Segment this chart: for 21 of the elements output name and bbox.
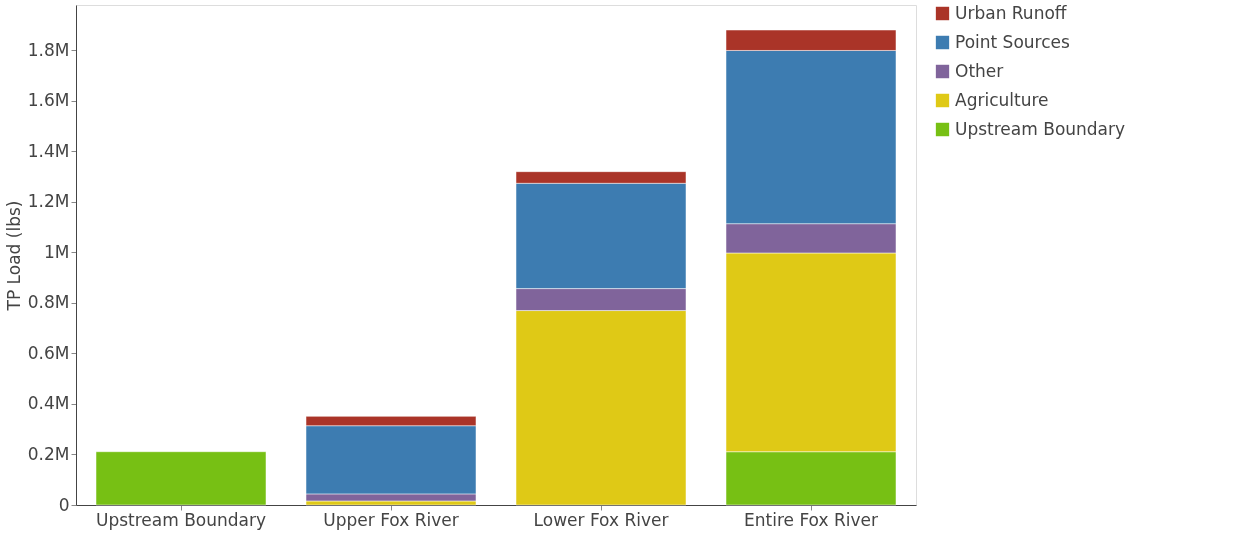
y-tick-label: 1.8M: [27, 39, 70, 60]
x-tick-label: Upper Fox River: [323, 509, 459, 530]
x-tick-label: Entire Fox River: [744, 509, 878, 530]
legend-label: Upstream Boundary: [955, 118, 1126, 139]
bar: [95, 451, 267, 506]
y-tick-label: 1.6M: [27, 90, 70, 111]
y-tick-label: 1M: [44, 241, 70, 262]
y-tick-label: 0: [58, 494, 70, 515]
legend-label: Point Sources: [955, 31, 1070, 52]
y-tick-label: 1.4M: [27, 140, 70, 161]
x-tick-label: Lower Fox River: [533, 509, 669, 530]
legend-label: Urban Runoff: [955, 2, 1068, 23]
x-tick-label: Upstream Boundary: [95, 509, 267, 530]
y-tick-label: 0.4M: [27, 393, 70, 414]
y-tick-label: 0.6M: [27, 342, 70, 363]
y-axis-title: TP Load (lbs): [3, 200, 24, 312]
legend-label: Agriculture: [955, 89, 1049, 110]
y-tick-label: 0.2M: [27, 443, 70, 464]
y-tick-label: 1.2M: [27, 191, 70, 212]
legend-label: Other: [955, 60, 1004, 81]
y-tick-label: 0.8M: [27, 292, 70, 313]
